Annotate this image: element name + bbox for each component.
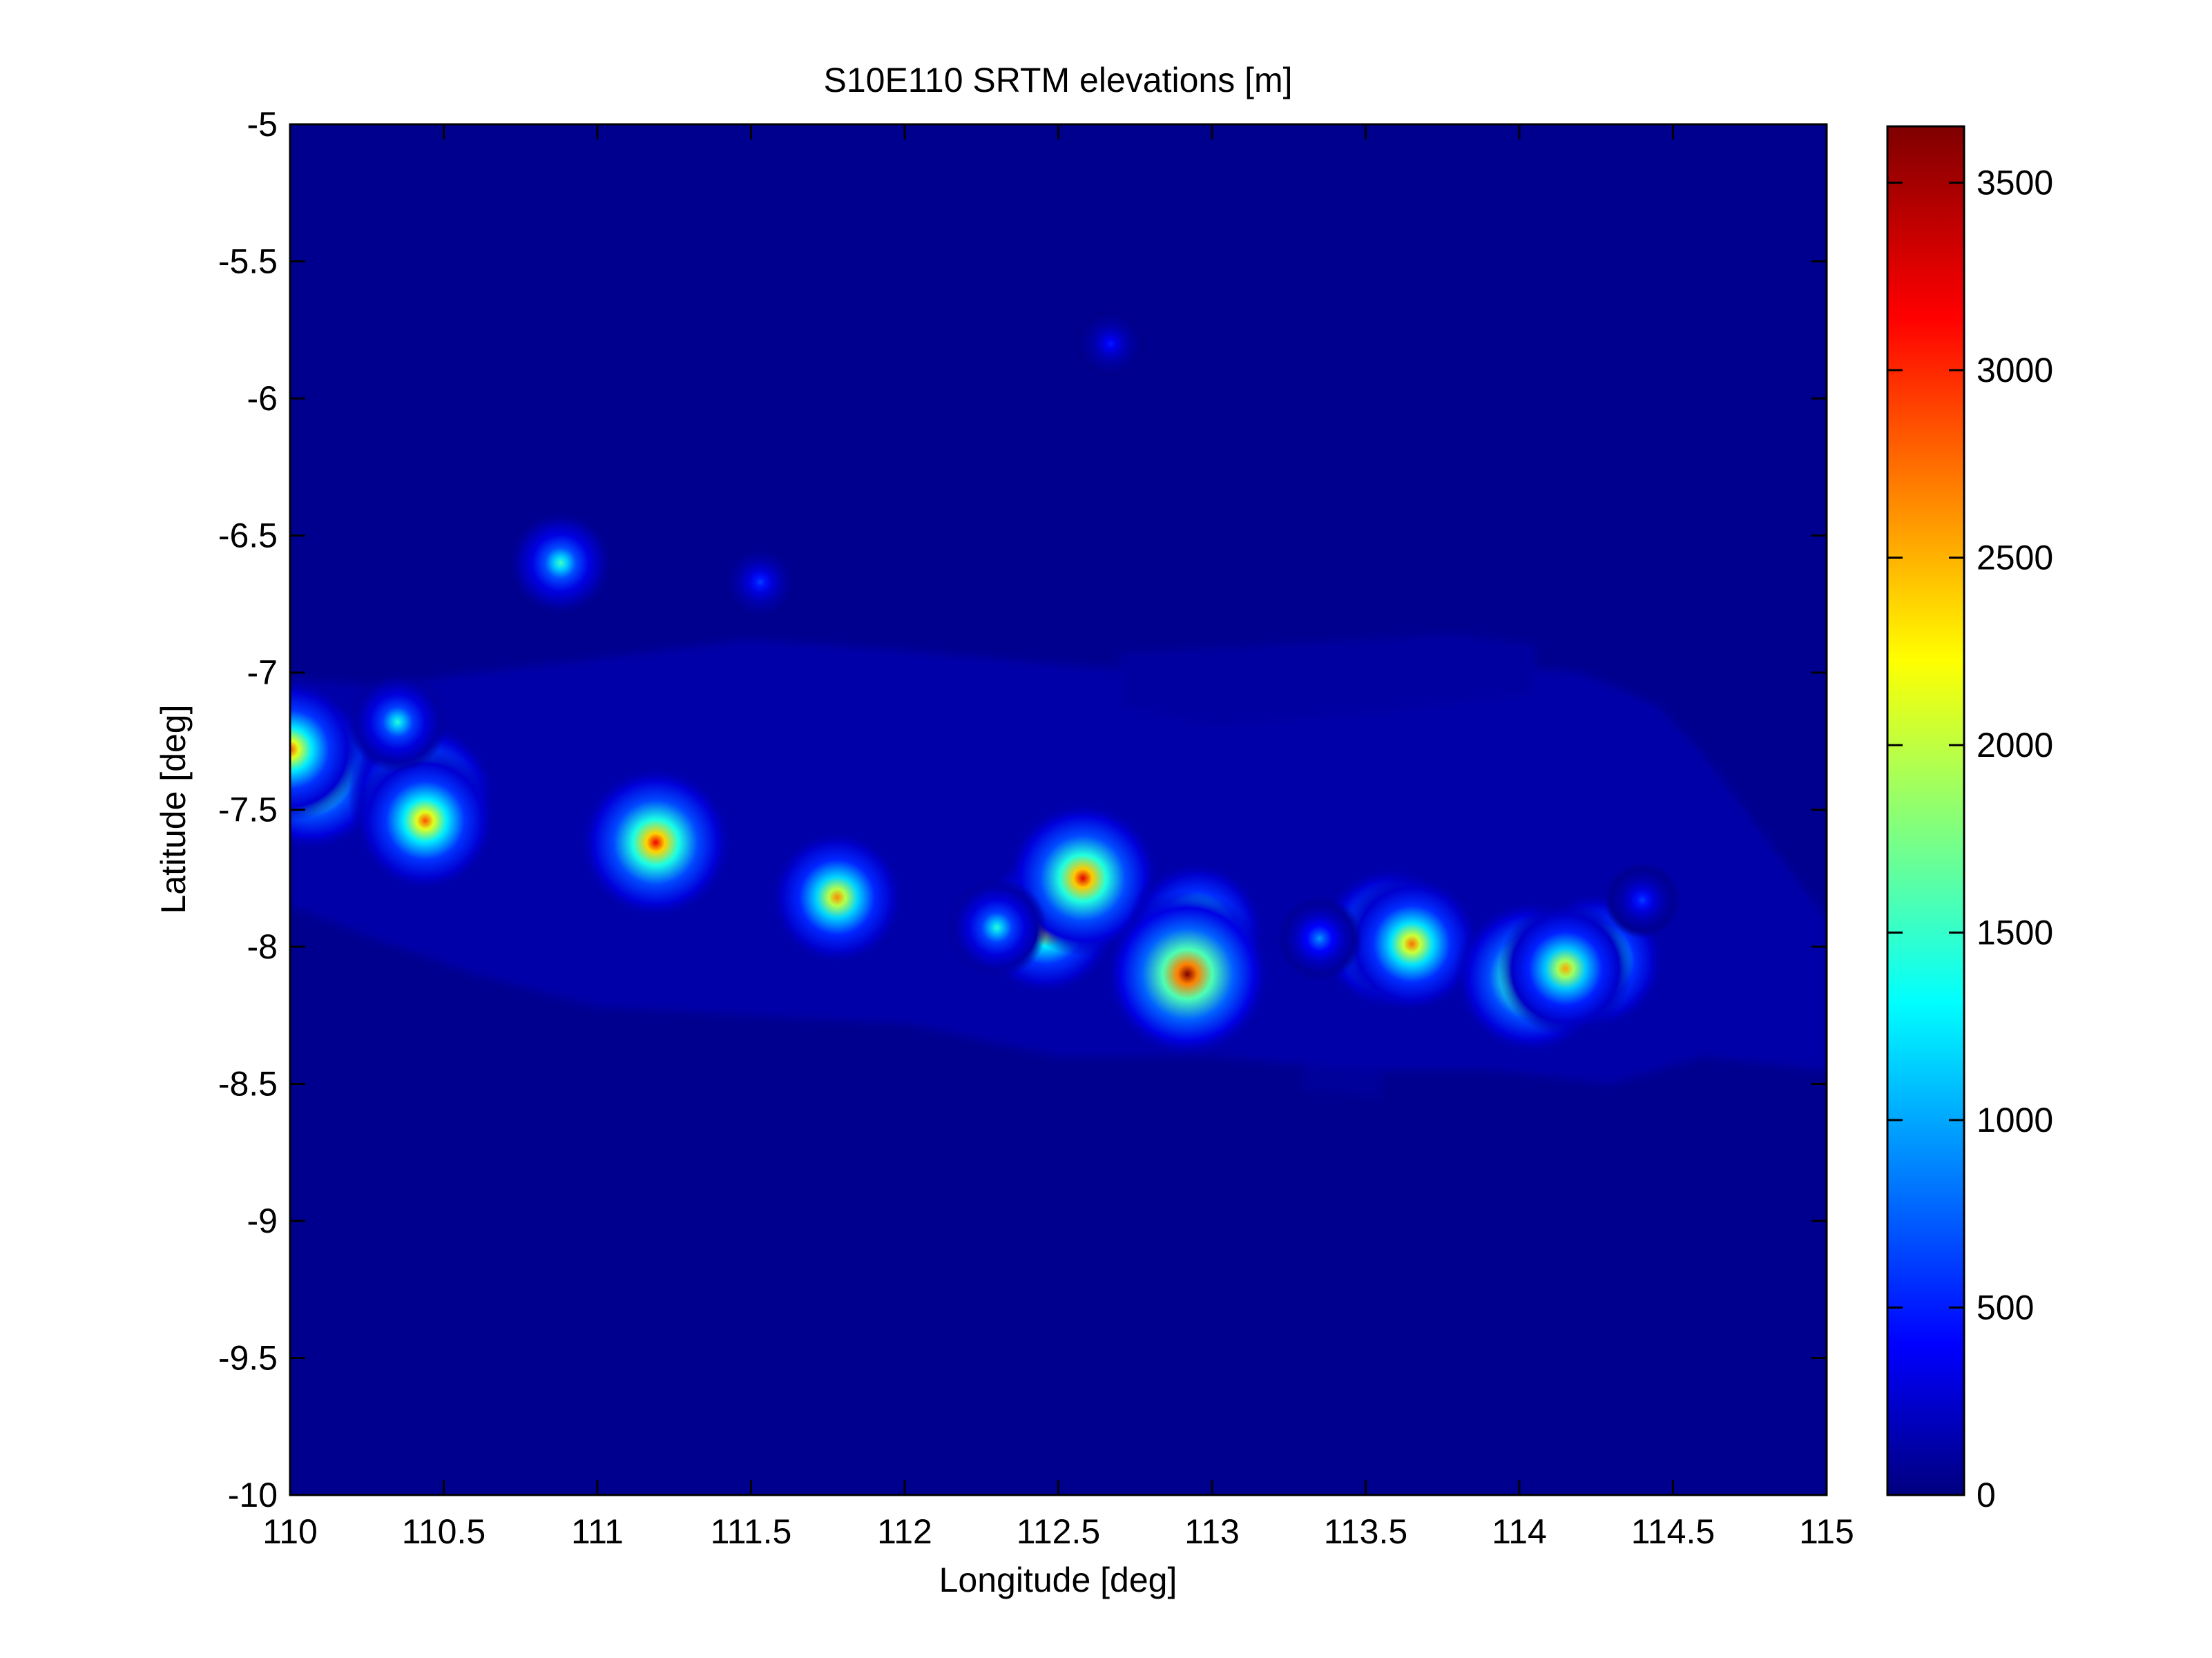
land-region-2 xyxy=(1119,634,1535,728)
peak-19 xyxy=(1075,307,1147,380)
colorbar-gradient xyxy=(1886,125,1965,1496)
colorbar-tick-label: 1500 xyxy=(1977,913,2053,952)
x-tick-label: 112.5 xyxy=(1017,1512,1100,1551)
peak-15 xyxy=(1341,874,1482,1014)
y-tick-label: -8 xyxy=(247,927,278,966)
colorbar-tick-label: 2000 xyxy=(1977,726,2053,764)
peak-18 xyxy=(1498,901,1633,1036)
colorbar: 0 500 1000 1500 2000 2500 3000 3500 xyxy=(1886,125,2053,1514)
peak-20 xyxy=(722,543,799,621)
x-axis: 110 110.5 111 111.5 112 112.5 113 113.5 114 114.5… xyxy=(262,124,1854,1551)
peak-6 xyxy=(508,511,613,615)
y-axis-label: Latitude [deg] xyxy=(154,704,193,914)
y-tick-label: -6 xyxy=(247,379,278,418)
x-tick-label: 114 xyxy=(1492,1512,1547,1551)
colorbar-tick-label: 500 xyxy=(1977,1288,2034,1327)
peak-22 xyxy=(1604,862,1681,938)
colorbar-tick-label: 2500 xyxy=(1977,538,2053,577)
y-tick-label: -7.5 xyxy=(218,791,278,829)
x-tick-label: 111 xyxy=(571,1512,624,1551)
y-tick-label: -9 xyxy=(247,1202,278,1240)
colorbar-tick-label: 1000 xyxy=(1977,1101,2053,1139)
colorbar-tick-label: 3500 xyxy=(1977,163,2053,202)
peak-8 xyxy=(768,829,906,966)
y-tick-label: -10 xyxy=(228,1476,278,1514)
y-tick-label: -9.5 xyxy=(218,1339,278,1378)
x-tick-label: 114.5 xyxy=(1631,1512,1715,1551)
land-region-3 xyxy=(1304,1064,1381,1098)
colorbar-tick-label: 3000 xyxy=(1977,351,2053,389)
y-axis: -5 -5.5 -6 -6.5 -7 -7.5 -8 -8.5 -9 -9.5 -10 xyxy=(218,105,1827,1514)
x-tick-label: 111.5 xyxy=(711,1512,792,1551)
peak-11 xyxy=(946,877,1048,979)
x-tick-label: 110.5 xyxy=(402,1512,485,1551)
x-tick-label: 113 xyxy=(1184,1512,1240,1551)
peak-7 xyxy=(579,765,733,920)
peak-13 xyxy=(1104,891,1271,1057)
y-tick-label: -7 xyxy=(247,653,278,692)
colorbar-tick-label: 0 xyxy=(1977,1476,1996,1514)
x-tick-label: 115 xyxy=(1799,1512,1854,1551)
y-tick-label: -5 xyxy=(247,105,278,144)
y-tick-label: -6.5 xyxy=(218,517,278,555)
x-tick-label: 113.5 xyxy=(1324,1512,1407,1551)
x-tick-label: 112 xyxy=(877,1512,932,1551)
heatmap-plot-area xyxy=(289,123,1828,1496)
peak-4 xyxy=(354,749,497,892)
y-tick-label: -8.5 xyxy=(218,1065,278,1103)
colorbar-ticks: 0 500 1000 1500 2000 2500 3000 3500 xyxy=(1887,163,2053,1514)
peak-2 xyxy=(290,677,362,821)
peak-layer xyxy=(290,307,1681,1057)
peak-21 xyxy=(1276,896,1363,981)
x-axis-label: Longitude [deg] xyxy=(939,1561,1177,1599)
chart-title: S10E110 SRTM elevations [m] xyxy=(823,61,1292,99)
x-tick-label: 110 xyxy=(262,1512,318,1551)
y-tick-label: -5.5 xyxy=(218,242,278,281)
peak-5 xyxy=(347,671,448,773)
